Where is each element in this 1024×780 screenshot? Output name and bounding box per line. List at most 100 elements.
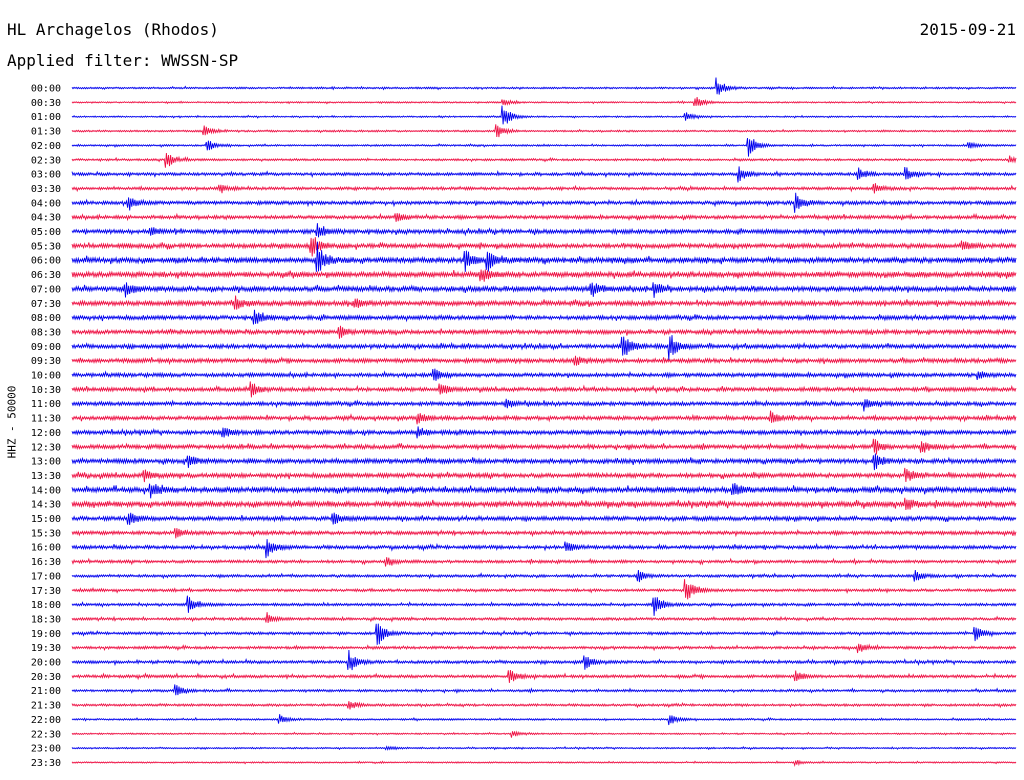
trace-1100 <box>71 398 1017 412</box>
time-label-1300: 13:00 <box>31 457 61 468</box>
trace-0100 <box>71 105 1017 125</box>
trace-1300 <box>71 453 1017 471</box>
trace-0300 <box>71 166 1017 183</box>
time-label-1100: 11:00 <box>31 399 61 410</box>
time-label-1900: 19:00 <box>31 629 61 640</box>
time-label-0830: 08:30 <box>31 327 61 338</box>
time-label-0600: 06:00 <box>31 256 61 267</box>
trace-0530 <box>71 237 1017 257</box>
trace-1330 <box>71 467 1017 483</box>
time-label-1400: 14:00 <box>31 485 61 496</box>
time-label-1730: 17:30 <box>31 586 61 597</box>
time-label-0430: 04:30 <box>31 213 61 224</box>
time-label-0530: 05:30 <box>31 241 61 252</box>
time-label-0000: 00:00 <box>31 84 61 95</box>
trace-2330 <box>71 759 1017 768</box>
time-label-1530: 15:30 <box>31 528 61 539</box>
time-label-1930: 19:30 <box>31 643 61 654</box>
time-label-2230: 22:30 <box>31 729 61 740</box>
time-label-2300: 23:00 <box>31 744 61 755</box>
trace-0230 <box>71 152 1017 168</box>
trace-1700 <box>71 569 1017 583</box>
time-label-2330: 23:30 <box>31 758 61 769</box>
trace-0500 <box>71 223 1017 238</box>
trace-1130 <box>71 410 1017 425</box>
trace-2130 <box>71 701 1017 710</box>
time-label-1800: 18:00 <box>31 600 61 611</box>
time-label-1830: 18:30 <box>31 614 61 625</box>
time-label-1130: 11:30 <box>31 414 61 425</box>
time-label-1600: 16:00 <box>31 543 61 554</box>
trace-2030 <box>71 669 1017 683</box>
trace-0730 <box>71 295 1017 310</box>
trace-0900 <box>71 335 1017 361</box>
time-label-0200: 02:00 <box>31 141 61 152</box>
station-title: HL Archagelos (Rhodos) <box>7 20 219 39</box>
time-label-1430: 14:30 <box>31 500 61 511</box>
trace-2200 <box>71 714 1017 726</box>
time-label-2000: 20:00 <box>31 658 61 669</box>
trace-1630 <box>71 557 1017 567</box>
trace-1200 <box>71 426 1017 439</box>
trace-1600 <box>71 539 1017 559</box>
date-label: 2015-09-21 <box>919 20 1016 39</box>
trace-0400 <box>71 192 1017 213</box>
trace-2300 <box>71 745 1017 751</box>
trace-1800 <box>71 595 1017 616</box>
time-label-0030: 00:30 <box>31 98 61 109</box>
time-label-1330: 13:30 <box>31 471 61 482</box>
time-label-0400: 04:00 <box>31 198 61 209</box>
time-label-1030: 10:30 <box>31 385 61 396</box>
trace-2230 <box>71 730 1017 738</box>
trace-2100 <box>71 684 1017 696</box>
trace-0630 <box>71 269 1017 282</box>
time-label-0230: 02:30 <box>31 155 61 166</box>
trace-1430 <box>71 497 1017 510</box>
trace-0330 <box>71 183 1017 194</box>
time-label-1200: 12:00 <box>31 428 61 439</box>
trace-0430 <box>71 212 1017 222</box>
time-label-2200: 22:00 <box>31 715 61 726</box>
time-label-1700: 17:00 <box>31 571 61 582</box>
trace-0800 <box>71 309 1017 325</box>
trace-1530 <box>71 528 1017 539</box>
time-label-1230: 12:30 <box>31 442 61 453</box>
trace-0600 <box>71 241 1017 272</box>
trace-1500 <box>71 512 1017 525</box>
filter-label: Applied filter: WWSSN-SP <box>7 51 239 70</box>
trace-0930 <box>71 355 1017 366</box>
time-label-2130: 21:30 <box>31 701 61 712</box>
trace-0700 <box>71 282 1017 298</box>
trace-1930 <box>71 643 1017 654</box>
time-label-1630: 16:30 <box>31 557 61 568</box>
time-label-0130: 01:30 <box>31 127 61 138</box>
time-label-2100: 21:00 <box>31 686 61 697</box>
time-label-0900: 09:00 <box>31 342 61 353</box>
time-label-1000: 10:00 <box>31 371 61 382</box>
time-label-2030: 20:30 <box>31 672 61 683</box>
trace-0830 <box>71 325 1017 339</box>
time-label-0800: 08:00 <box>31 313 61 324</box>
time-label-0930: 09:30 <box>31 356 61 367</box>
trace-1030 <box>71 381 1017 398</box>
trace-2000 <box>71 649 1017 671</box>
trace-0200 <box>71 137 1017 157</box>
trace-1000 <box>71 368 1017 381</box>
time-label-0330: 03:30 <box>31 184 61 195</box>
time-label-0700: 07:00 <box>31 284 61 295</box>
time-label-1500: 15:00 <box>31 514 61 525</box>
time-label-0500: 05:00 <box>31 227 61 238</box>
time-label-0630: 06:30 <box>31 270 61 281</box>
trace-0030 <box>71 97 1017 107</box>
trace-0000 <box>71 77 1017 95</box>
trace-1730 <box>71 579 1017 600</box>
trace-1830 <box>71 612 1017 623</box>
trace-1900 <box>71 623 1017 645</box>
trace-1230 <box>71 438 1017 455</box>
time-label-0730: 07:30 <box>31 299 61 310</box>
trace-1400 <box>71 483 1017 499</box>
trace-0130 <box>71 124 1017 138</box>
time-label-0100: 01:00 <box>31 112 61 123</box>
time-label-0300: 03:00 <box>31 170 61 181</box>
